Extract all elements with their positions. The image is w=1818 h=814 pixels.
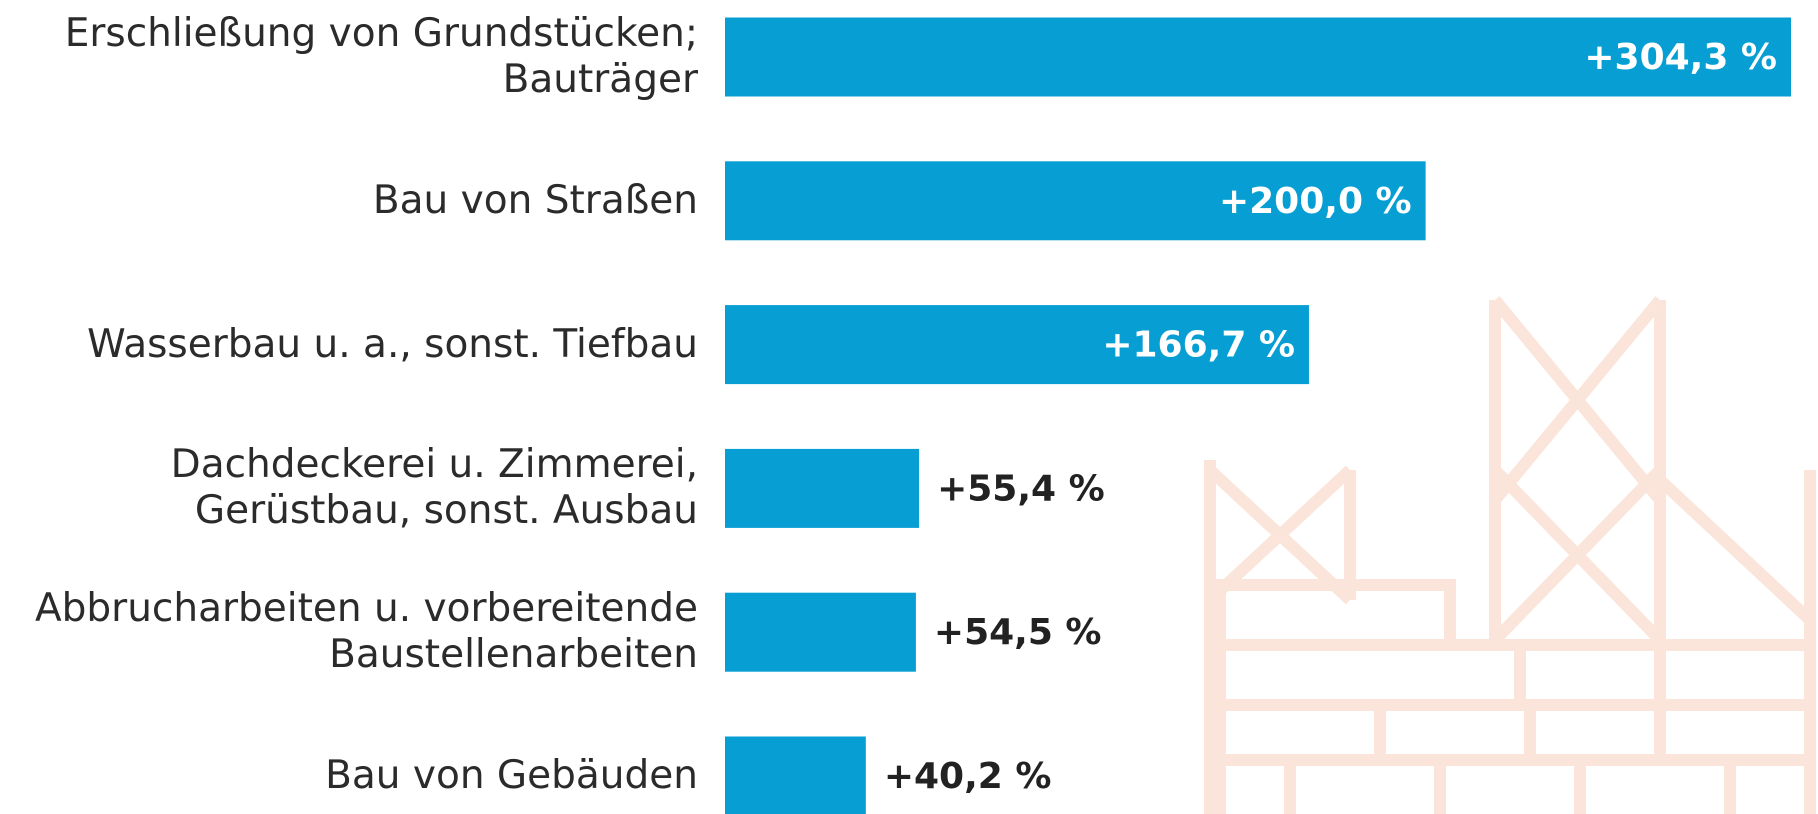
value-label: +200,0 %	[1219, 181, 1412, 222]
category-label: Bau von Straßen	[372, 177, 698, 223]
value-label: +166,7 %	[1102, 325, 1295, 366]
category-label: Wasserbau u. a., sonst. Tiefbau	[87, 321, 698, 367]
category-label: Dachdeckerei u. Zimmerei, Gerüstbau, son…	[170, 442, 698, 534]
bar	[725, 305, 1309, 385]
bar	[725, 17, 1791, 97]
category-label: Bau von Gebäuden	[325, 753, 698, 798]
category-label: Abbrucharbeiten u. vorbereitende Baustel…	[34, 586, 698, 678]
bar	[725, 592, 916, 672]
category-label: Erschließung von Grundstücken; Bauträger	[64, 11, 698, 102]
bar	[725, 736, 866, 814]
value-label: +304,3 %	[1584, 37, 1777, 78]
bar	[725, 448, 920, 528]
value-label: +40,2 %	[884, 756, 1052, 797]
bar	[725, 161, 1426, 241]
decoration	[1204, 296, 1816, 814]
value-label: +55,4 %	[937, 468, 1105, 509]
value-label: +54,5 %	[934, 612, 1102, 653]
